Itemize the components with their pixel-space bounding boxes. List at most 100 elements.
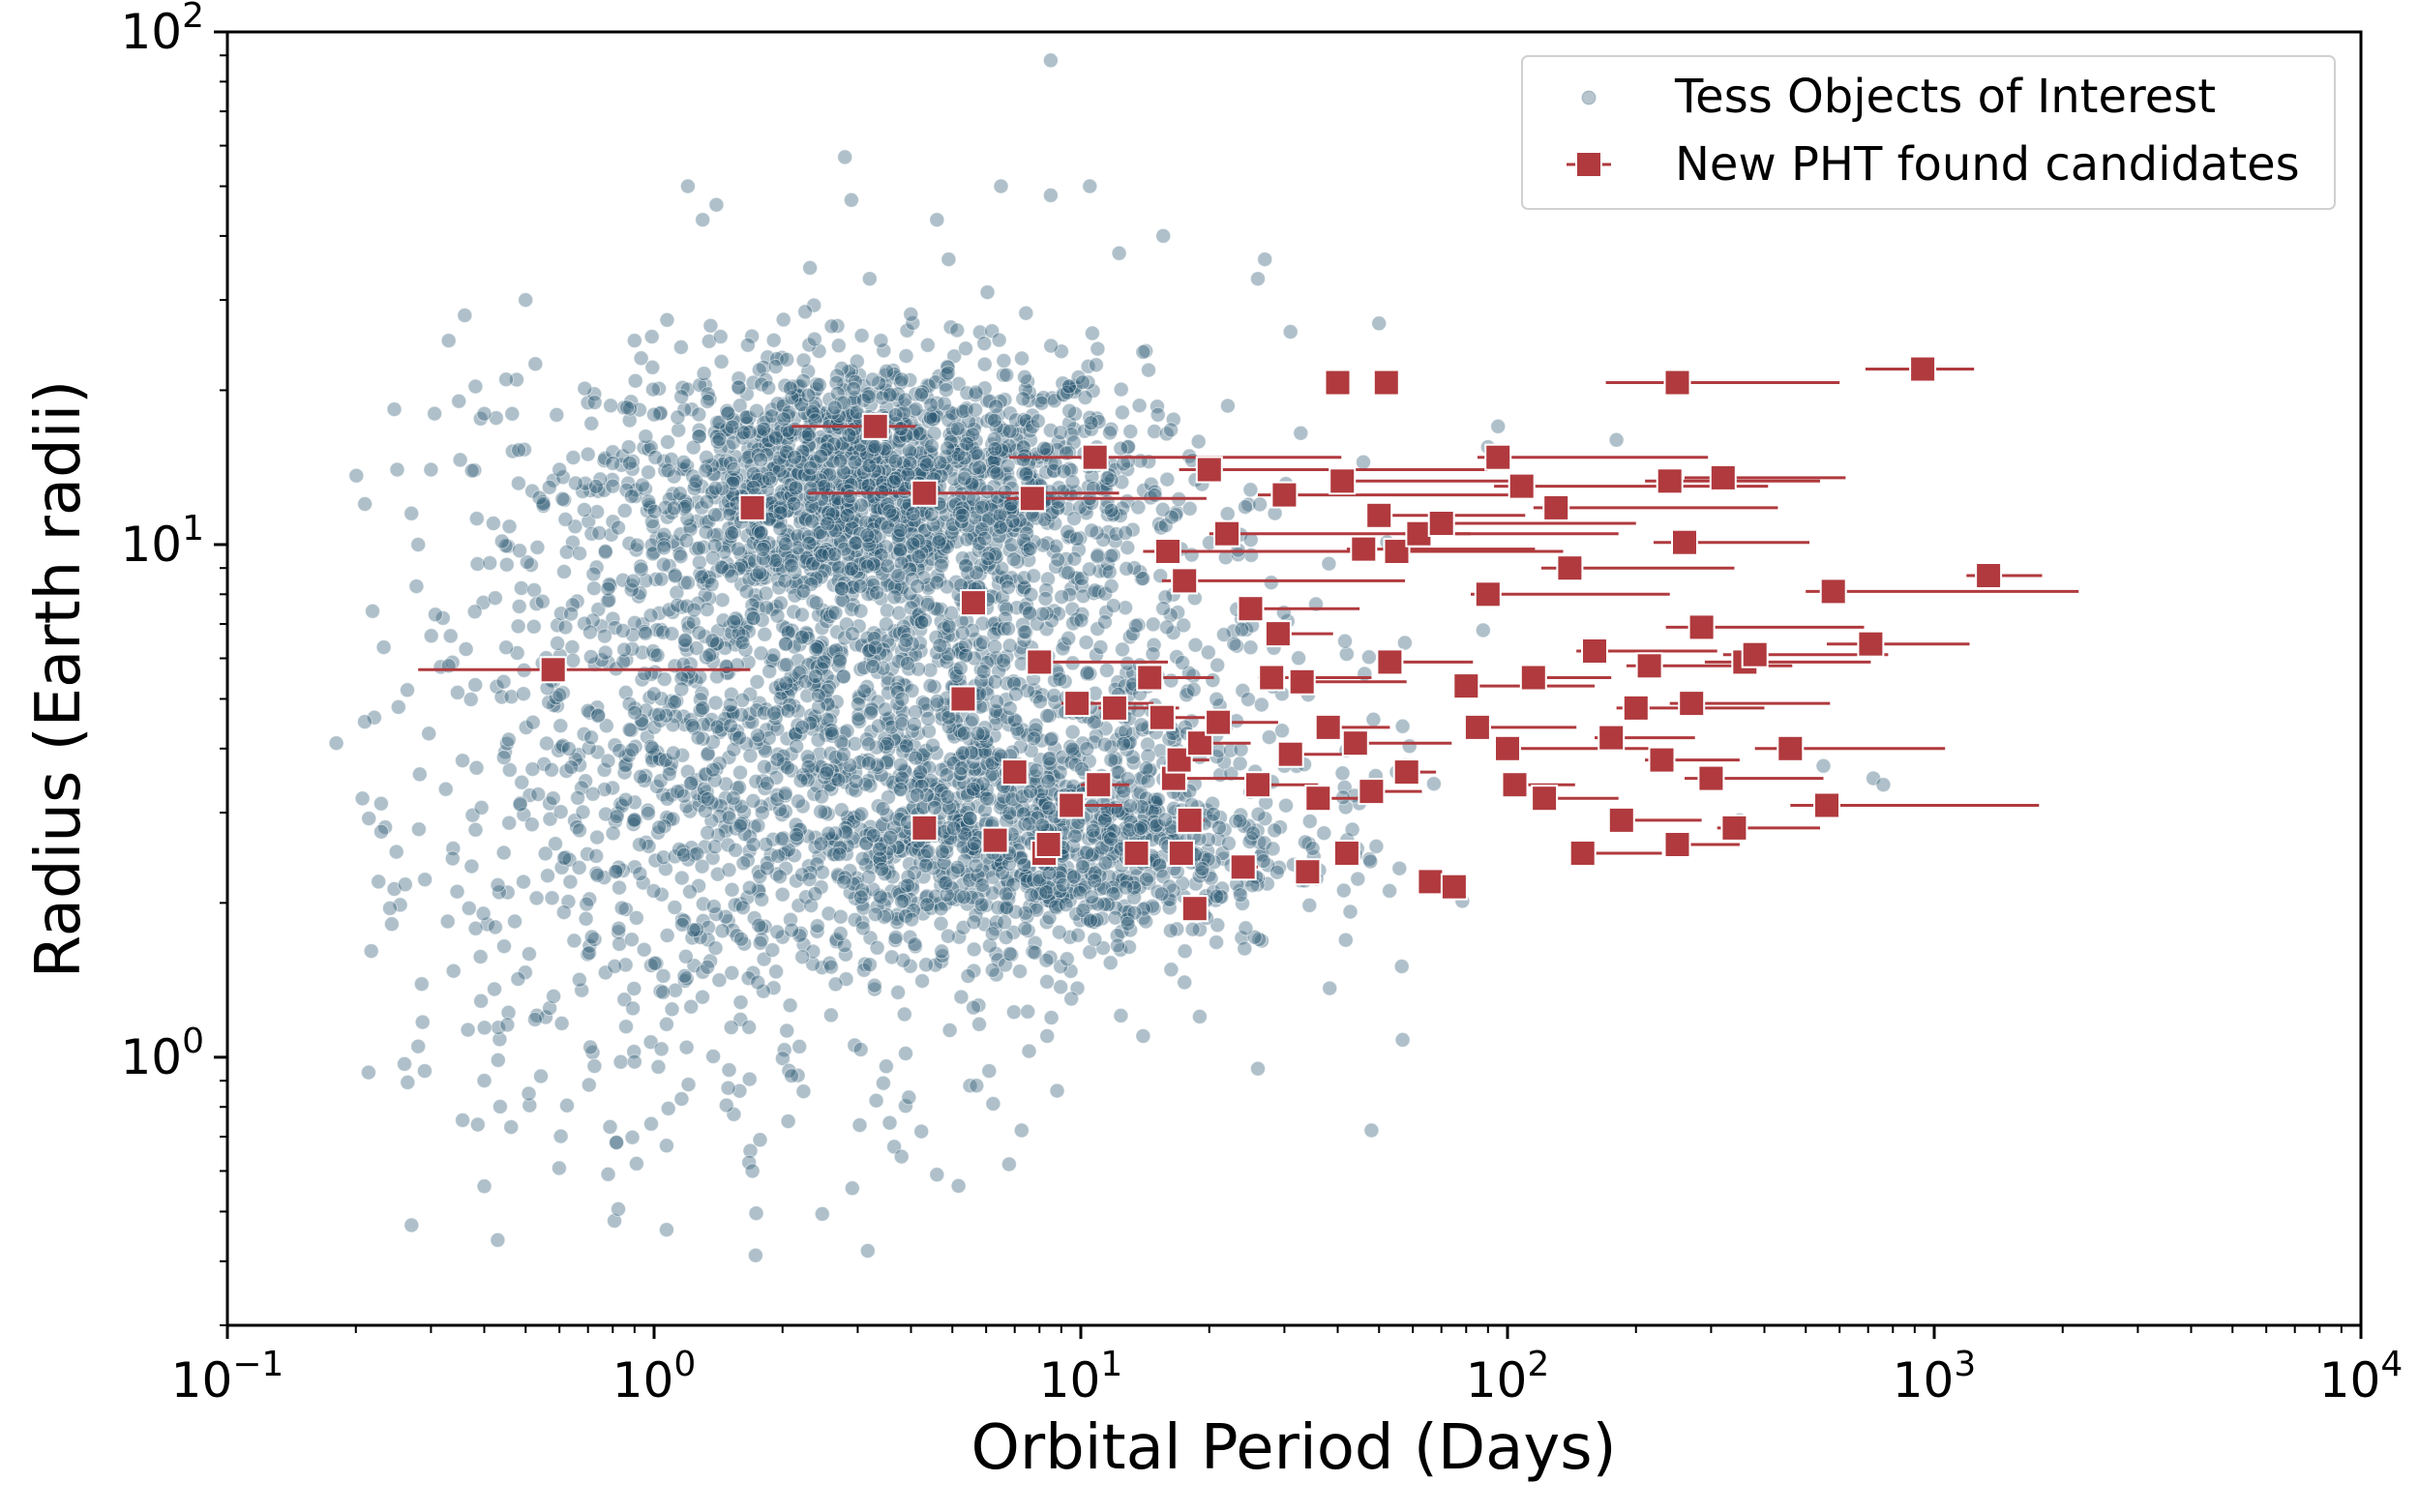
toi-point [1013,1122,1030,1139]
toi-point [565,652,582,668]
pht-point [1697,764,1725,792]
toi-point [741,879,758,896]
toi-point [651,405,668,422]
toi-point [588,847,605,864]
toi-point [1120,915,1136,932]
toi-point [603,398,619,414]
toi-point [881,387,898,403]
toi-point [709,668,725,685]
toi-point [328,735,344,752]
pht-point [539,656,567,684]
toi-point [864,371,881,388]
toi-point [1079,845,1095,861]
toi-point [581,945,597,962]
toi-point [1110,937,1125,954]
toi-point [1147,487,1163,503]
toi-point [586,580,602,597]
toi-point [752,934,768,951]
toi-point [487,590,503,607]
toi-point [802,460,819,476]
toi-point [893,1148,910,1165]
toi-point [1026,730,1042,747]
toi-point [772,505,789,521]
toi-point [1232,756,1248,772]
toi-point [628,909,644,926]
toi-point [1001,805,1018,821]
toi-point [773,831,790,847]
toi-point [1073,612,1090,629]
toi-point [1118,879,1134,896]
toi-point [679,178,696,194]
toi-point [794,949,811,965]
toi-point [611,519,626,536]
toi-point [789,738,805,755]
toi-point [968,384,984,400]
toi-point [819,765,835,782]
toi-point [1154,501,1171,518]
toi-point [644,381,661,398]
toi-point [1090,548,1106,565]
toi-point [996,652,1012,668]
toi-point [859,527,876,544]
toi-point [999,900,1015,916]
toi-point [769,924,786,940]
toi-point [1335,882,1352,899]
toi-point [567,475,583,491]
toi-point [632,837,647,853]
toi-point [701,333,717,349]
toi-point [552,718,569,734]
toi-point [979,284,996,301]
toi-point [1274,723,1290,739]
toi-point [616,502,633,519]
toi-point [998,886,1014,903]
toi-point [804,513,821,529]
toi-point [571,971,587,988]
toi-point [965,781,981,797]
toi-point [936,396,952,412]
toi-point [534,593,551,609]
toi-point [909,786,925,803]
toi-point [778,657,794,673]
toi-point [487,919,503,935]
toi-point [1078,635,1094,651]
toi-point [475,905,492,922]
toi-point [791,1038,808,1054]
toi-point [898,632,914,648]
toi-point [659,928,675,943]
toi-point [956,470,972,487]
toi-point [658,1222,674,1238]
toi-point [360,1064,376,1081]
toi-point [1070,927,1087,943]
toi-point [949,322,966,339]
toi-point [1083,415,1099,431]
toi-point [945,820,962,837]
toi-point [911,426,928,442]
toi-point [981,1063,998,1080]
toi-point [1316,825,1332,842]
toi-point [455,753,470,769]
toi-point [467,920,484,936]
toi-point [904,911,920,928]
toi-point [605,455,621,471]
toi-point [363,943,379,960]
toi-point [501,519,518,535]
toi-point [846,380,862,397]
toi-point [1237,940,1253,957]
toi-point [741,1019,758,1035]
toi-point [802,259,819,276]
toi-point [552,1128,569,1144]
toi-point [1127,617,1144,634]
toi-point [1185,681,1202,697]
toi-point [757,758,772,775]
toi-point [1032,694,1048,710]
pht-point [1304,785,1332,813]
toi-point [749,673,765,690]
toi-point [974,877,991,894]
toi-point [1034,817,1051,834]
toi-point [755,541,771,557]
toi-point [754,891,770,907]
toi-point [1014,350,1030,367]
toi-point [1068,531,1085,547]
toi-point [602,1118,618,1135]
pht-point [1484,443,1512,471]
